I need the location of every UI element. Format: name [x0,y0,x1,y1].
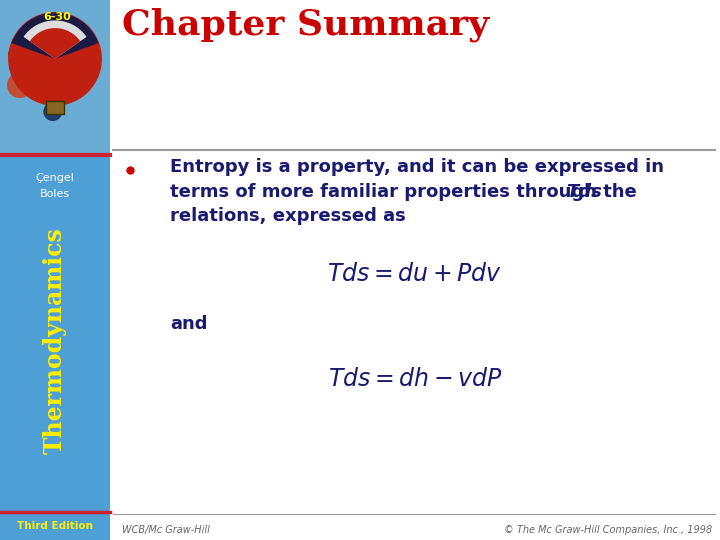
Circle shape [73,68,92,87]
Bar [110,0,720,540]
Text: relations, expressed as: relations, expressed as [170,207,406,225]
Circle shape [8,73,32,97]
Circle shape [9,13,102,105]
Wedge shape [24,21,86,59]
Text: Third Edition: Third Edition [17,521,93,531]
Text: Entropy is a property, and it can be expressed in: Entropy is a property, and it can be exp… [170,158,664,176]
Text: Çengel: Çengel [35,173,74,183]
Text: 6-30: 6-30 [43,12,71,22]
Wedge shape [30,28,80,59]
Circle shape [9,46,24,62]
Text: terms of more familiar properties through the: terms of more familiar properties throug… [170,183,643,201]
Wedge shape [12,13,99,59]
Bar [0,512,110,540]
Text: $\mathit{Tds = dh - vdP}$: $\mathit{Tds = dh - vdP}$ [328,368,503,391]
Text: Thermodynamics: Thermodynamics [43,227,67,454]
Text: Tds: Tds [566,183,602,201]
Text: WCB/Mc Graw-Hill: WCB/Mc Graw-Hill [122,525,210,535]
Bar [46,100,64,114]
Circle shape [44,103,62,120]
Text: © The Mc Graw-Hill Companies, Inc., 1998: © The Mc Graw-Hill Companies, Inc., 1998 [504,525,712,535]
Bar [0,0,110,155]
Text: Chapter Summary: Chapter Summary [122,8,489,43]
Text: Boles: Boles [40,189,70,199]
Text: $\mathit{Tds = du +Pdv}$: $\mathit{Tds = du +Pdv}$ [328,263,503,286]
Text: and: and [170,315,207,333]
Bar [0,155,110,512]
